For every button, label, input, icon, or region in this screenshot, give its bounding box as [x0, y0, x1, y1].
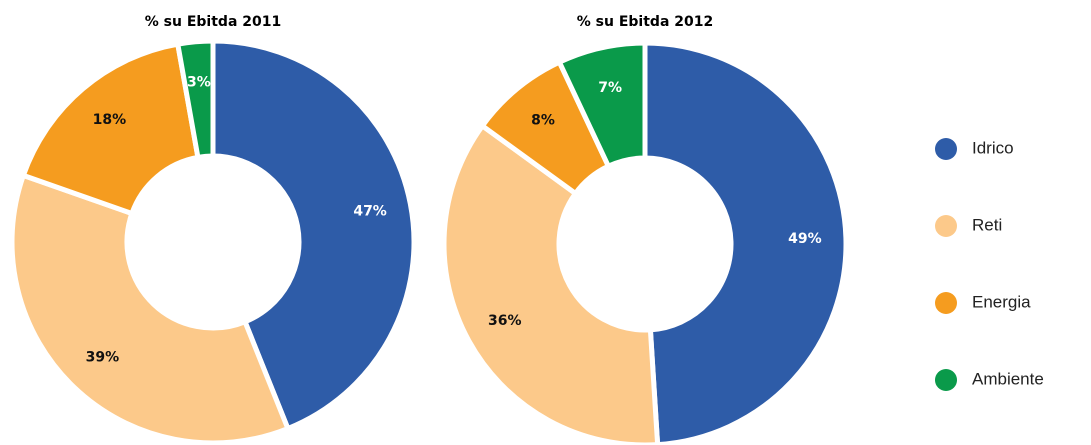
donut-slice	[9, 172, 292, 445]
legend-label: Energia	[972, 292, 1031, 311]
chart-title: % su Ebitda 2012	[577, 14, 713, 30]
legend-swatch	[935, 138, 957, 160]
slice-label: 7%	[598, 80, 622, 96]
legend-label: Reti	[972, 215, 1002, 234]
slice-label: 49%	[788, 231, 822, 247]
legend-label: Ambiente	[972, 369, 1044, 388]
donut-slice	[20, 41, 201, 217]
legend-swatch	[935, 292, 957, 314]
donut-slice	[174, 38, 216, 161]
legend-label: Idrico	[972, 138, 1014, 157]
donut-slice	[441, 122, 661, 445]
legend-swatch	[935, 369, 957, 391]
donut-slice	[556, 40, 648, 170]
slice-label: 3%	[187, 75, 211, 91]
chart-title: % su Ebitda 2011	[145, 14, 281, 30]
slice-label: 18%	[93, 112, 127, 128]
slice-label: 8%	[531, 113, 555, 129]
legend-swatch	[935, 215, 957, 237]
donut-slice	[210, 38, 417, 432]
slice-label: 36%	[488, 313, 522, 329]
slice-label: 47%	[353, 204, 387, 220]
slice-label: 39%	[86, 350, 120, 366]
donut-slice	[642, 40, 849, 445]
